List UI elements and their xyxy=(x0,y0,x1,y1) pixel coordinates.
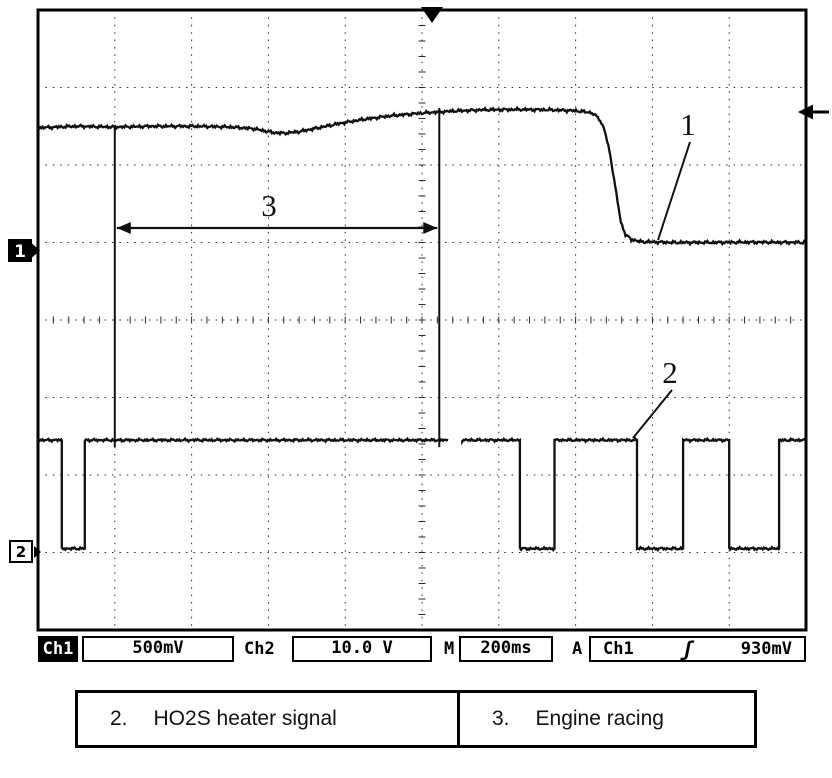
annotation-1-label: 1 xyxy=(680,107,696,142)
legend-item-heater-signal: 2. HO2S heater signal xyxy=(78,693,460,745)
screen-border xyxy=(36,8,808,632)
legend-item-number: 2. xyxy=(110,707,128,730)
interval-arrowhead-right xyxy=(423,222,438,234)
legend-item-text: HO2S heater signal xyxy=(153,707,337,730)
trigger-position-icon xyxy=(421,7,443,23)
ch1-marker-label: 1 xyxy=(14,242,26,262)
legend-table: 2. HO2S heater signal 3. Engine racing xyxy=(75,690,757,748)
ch1-scale-readout: 500mV xyxy=(82,636,234,662)
annotation-2-label: 2 xyxy=(662,355,678,390)
graticule xyxy=(37,9,807,631)
trigger-level-value: 930mV xyxy=(740,639,792,659)
trigger-mode-label: A xyxy=(572,639,583,659)
timebase-readout: 200ms xyxy=(459,636,553,662)
ch2-trace xyxy=(36,436,807,553)
measurement-cursors xyxy=(113,107,441,448)
interval-arrowhead-left xyxy=(116,222,131,234)
legend-item-text: Engine racing xyxy=(535,707,664,730)
timebase-label: M xyxy=(444,639,455,659)
ch1-trace xyxy=(37,105,807,247)
annotation-3-label: 3 xyxy=(261,188,277,223)
ch2-ground-marker: 2 xyxy=(9,540,41,563)
annotation-leader-lines xyxy=(632,141,691,439)
ch2-channel-label: Ch2 xyxy=(244,639,275,659)
rising-slope-icon: ʃ xyxy=(681,637,694,661)
ch2-scale-readout: 10.0 V xyxy=(292,636,432,662)
readout-bar: Ch1 500mV Ch2 10.0 V M 200ms A Ch1 ʃ 930… xyxy=(38,636,806,662)
trigger-readout: Ch1 ʃ 930mV xyxy=(589,636,806,662)
ch1-ground-marker: 1 xyxy=(8,239,40,262)
ch2-marker-label: 2 xyxy=(16,543,26,561)
trigger-level-arrow-icon xyxy=(798,104,829,120)
oscilloscope-screen: 1 2 1 2 3 xyxy=(8,7,829,632)
waveform-traces xyxy=(36,105,807,553)
legend-item-engine-racing: 3. Engine racing xyxy=(460,693,754,745)
ch1-channel-badge: Ch1 xyxy=(38,636,78,662)
legend-item-number: 3. xyxy=(492,707,510,730)
trigger-source-label: Ch1 xyxy=(603,639,634,659)
